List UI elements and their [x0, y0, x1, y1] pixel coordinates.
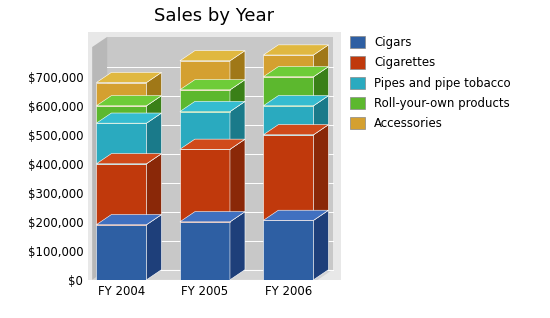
Polygon shape: [96, 113, 162, 123]
Polygon shape: [230, 51, 245, 90]
Polygon shape: [314, 125, 328, 220]
Polygon shape: [263, 55, 314, 77]
Polygon shape: [180, 61, 230, 90]
Polygon shape: [96, 96, 162, 106]
Polygon shape: [263, 220, 314, 280]
Polygon shape: [96, 83, 146, 106]
Polygon shape: [263, 96, 328, 106]
Polygon shape: [180, 139, 245, 149]
Polygon shape: [107, 37, 333, 270]
Polygon shape: [96, 215, 162, 225]
Polygon shape: [263, 210, 328, 220]
Title: Sales by Year: Sales by Year: [155, 7, 274, 25]
Polygon shape: [146, 154, 162, 225]
Polygon shape: [263, 106, 314, 135]
Legend: Cigars, Cigarettes, Pipes and pipe tobacco, Roll-your-own products, Accessories: Cigars, Cigarettes, Pipes and pipe tobac…: [347, 33, 514, 133]
Polygon shape: [96, 164, 146, 225]
Polygon shape: [263, 66, 328, 77]
Polygon shape: [230, 101, 245, 149]
Polygon shape: [180, 112, 230, 149]
Polygon shape: [180, 212, 245, 222]
Polygon shape: [146, 215, 162, 280]
Polygon shape: [96, 154, 162, 164]
Polygon shape: [146, 73, 162, 106]
Polygon shape: [230, 212, 245, 280]
Polygon shape: [96, 73, 162, 83]
Polygon shape: [146, 96, 162, 123]
Polygon shape: [180, 51, 245, 61]
Polygon shape: [230, 80, 245, 112]
Polygon shape: [92, 270, 333, 280]
Polygon shape: [96, 225, 146, 280]
Polygon shape: [180, 90, 230, 112]
Polygon shape: [180, 101, 245, 112]
Polygon shape: [180, 149, 230, 222]
Polygon shape: [146, 113, 162, 164]
Polygon shape: [96, 123, 146, 164]
Polygon shape: [314, 96, 328, 135]
Polygon shape: [314, 45, 328, 77]
Polygon shape: [314, 210, 328, 280]
Polygon shape: [230, 139, 245, 222]
Polygon shape: [180, 80, 245, 90]
Polygon shape: [263, 125, 328, 135]
Polygon shape: [263, 45, 328, 55]
Polygon shape: [263, 135, 314, 220]
Polygon shape: [314, 66, 328, 106]
Polygon shape: [92, 37, 107, 280]
Polygon shape: [96, 106, 146, 123]
Polygon shape: [263, 77, 314, 106]
Polygon shape: [180, 222, 230, 280]
